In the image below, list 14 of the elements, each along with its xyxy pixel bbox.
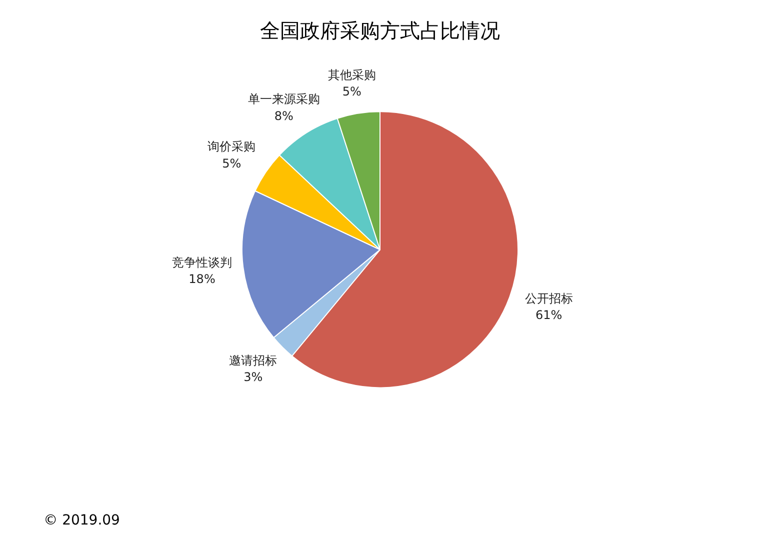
data-label: 5%	[342, 84, 362, 99]
slice-label: 其他采购	[328, 68, 376, 82]
slice-label: 邀请招标	[229, 353, 278, 368]
slice-label: 单一来源采购	[248, 92, 320, 106]
data-label: 18%	[188, 272, 216, 286]
data-label: 5%	[222, 156, 242, 170]
slice-label: 竞争性谈判	[172, 255, 232, 270]
text: © 2019.09	[44, 512, 120, 528]
data-label: 8%	[274, 108, 294, 123]
chart-title: 全国政府采购方式占比情况	[260, 18, 500, 43]
data-label: 61%	[535, 308, 562, 322]
slice-label: 公开招标	[524, 291, 573, 306]
slice-label: 询价采购	[208, 140, 256, 154]
data-label: 3%	[244, 370, 263, 384]
